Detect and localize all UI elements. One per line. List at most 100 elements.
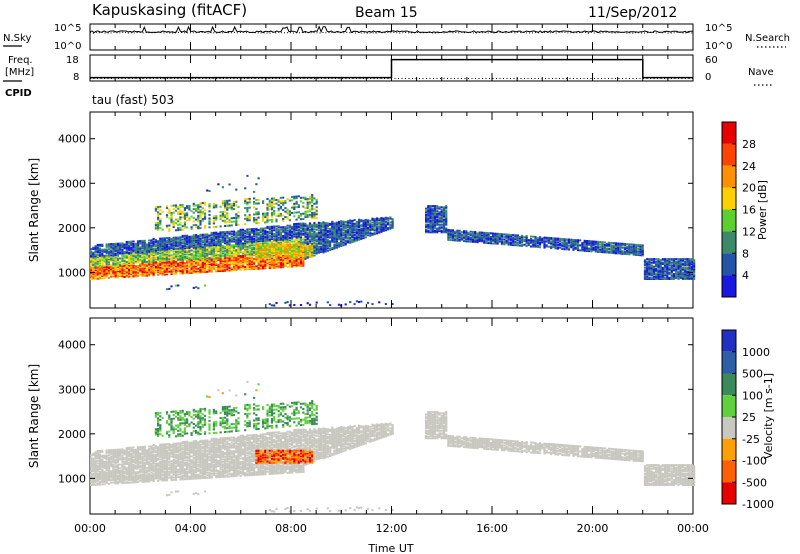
power-cell	[460, 231, 463, 234]
power-cell	[230, 217, 233, 220]
power-cell	[279, 196, 282, 199]
power-cell	[322, 245, 325, 248]
power-cell	[270, 225, 274, 228]
power-cell	[313, 239, 316, 242]
power-cell	[340, 228, 343, 231]
power-cell	[351, 227, 354, 230]
power-cell	[547, 236, 550, 239]
power-cell	[275, 260, 278, 263]
power-cell	[324, 236, 327, 239]
power-cell	[293, 260, 296, 263]
power-cell	[212, 217, 215, 219]
power-cell	[165, 264, 169, 267]
power-cell	[634, 251, 638, 254]
power-cell	[228, 224, 231, 227]
power-cell	[128, 267, 131, 269]
power-cell	[228, 199, 231, 202]
power-cell	[270, 264, 274, 267]
power-cell	[181, 251, 184, 254]
power-cell	[139, 263, 142, 266]
power-cell	[190, 241, 193, 244]
power-cell	[179, 260, 182, 262]
power-cell	[237, 232, 240, 235]
power-cell	[154, 271, 157, 274]
power-cell	[228, 264, 231, 267]
power-cell	[150, 260, 153, 263]
power-cell	[235, 264, 238, 266]
power-cell	[94, 251, 97, 254]
power-cell	[364, 228, 367, 231]
power-cell	[355, 234, 358, 237]
power-cell	[608, 244, 611, 247]
power-cell	[516, 241, 519, 244]
power-cell	[235, 250, 238, 253]
power-cell	[666, 265, 669, 268]
power-cell	[208, 257, 211, 259]
power-cell	[192, 217, 195, 219]
power-cell	[364, 226, 367, 229]
power-cell	[664, 276, 667, 279]
power-cell	[195, 267, 198, 270]
power-cell	[174, 264, 178, 266]
power-cell	[297, 249, 300, 252]
power-cell	[362, 230, 365, 233]
power-cell	[425, 218, 428, 221]
power-cell	[427, 230, 430, 232]
power-cell	[279, 260, 282, 262]
power-cell	[232, 244, 236, 247]
power-cell	[315, 213, 318, 216]
power-cell	[333, 238, 336, 241]
power-cell	[320, 248, 323, 251]
power-cell	[208, 238, 211, 241]
power-cell	[626, 253, 629, 256]
power-cell	[96, 250, 99, 253]
power-cell	[494, 238, 497, 241]
power-cell	[246, 263, 249, 266]
power-cell	[244, 207, 247, 210]
power-cell	[235, 236, 238, 239]
power-cell	[183, 216, 186, 219]
power-cell	[203, 254, 207, 257]
power-cell	[170, 273, 173, 276]
power-cell	[112, 250, 115, 253]
power-cell	[652, 260, 655, 263]
power-cell	[188, 242, 191, 244]
power-cell	[157, 273, 160, 276]
power-cell	[239, 237, 242, 240]
power-cell	[125, 242, 128, 245]
power-cell	[257, 231, 260, 234]
power-cell	[661, 269, 664, 272]
power-cell	[143, 261, 146, 263]
power-cell	[344, 223, 347, 226]
power-cell	[329, 231, 332, 234]
power-cell	[121, 252, 124, 255]
power-cell	[255, 236, 258, 239]
power-cell	[617, 249, 620, 252]
power-cell	[159, 238, 162, 241]
power-cell	[165, 214, 169, 217]
power-cell	[143, 272, 146, 275]
power-cell	[94, 274, 97, 276]
power-cell	[286, 215, 289, 218]
power-cell	[570, 240, 573, 242]
power-cell	[655, 260, 658, 263]
power-cell	[650, 269, 653, 272]
power-cell	[161, 244, 164, 247]
power-cell	[659, 270, 662, 273]
power-cell	[478, 233, 481, 236]
power-cell	[145, 248, 148, 251]
date-title: 11/Sep/2012	[588, 5, 677, 21]
power-cell	[433, 206, 437, 209]
nsky-tick-top: 10^5	[54, 23, 81, 34]
power-cell	[353, 234, 356, 236]
power-cell	[494, 240, 497, 243]
power-cell	[152, 272, 155, 275]
power-cell	[217, 183, 220, 186]
power-cell	[349, 224, 352, 227]
power-cell	[375, 218, 379, 221]
power-cell	[659, 265, 662, 268]
power-cell	[141, 256, 144, 259]
power-cell	[157, 218, 160, 221]
power-cell	[299, 265, 303, 267]
power-cell	[337, 244, 341, 247]
